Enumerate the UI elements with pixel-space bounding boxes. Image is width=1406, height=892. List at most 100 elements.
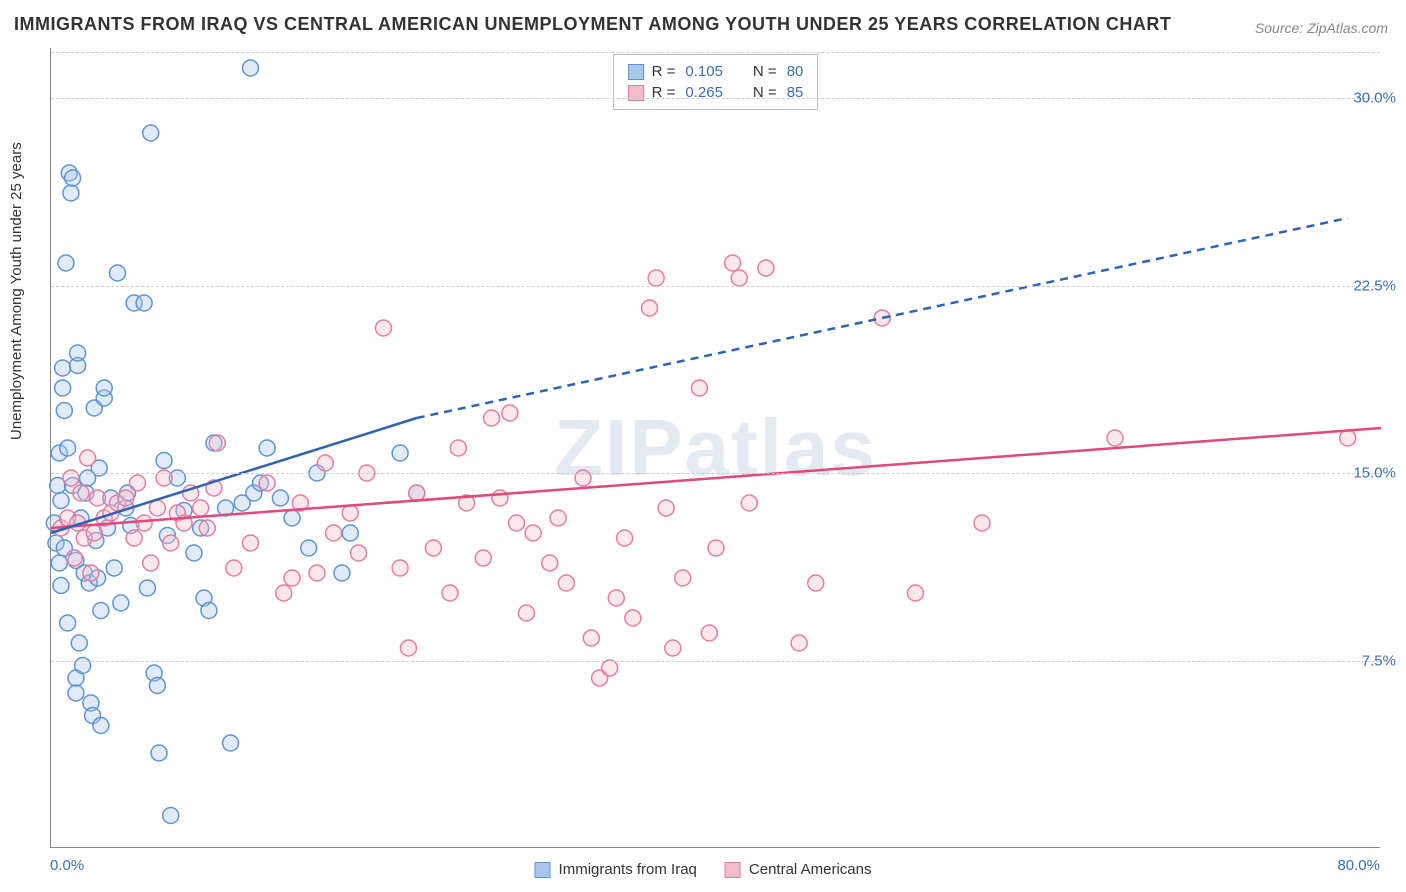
data-point [301, 540, 317, 556]
data-point [68, 685, 84, 701]
data-point [509, 515, 525, 531]
data-point [309, 565, 325, 581]
data-point [484, 410, 500, 426]
data-point [450, 440, 466, 456]
data-point [608, 590, 624, 606]
data-point [518, 605, 534, 621]
data-point [80, 450, 96, 466]
legend-correlation: R = 0.105 N = 80 R = 0.265 N = 85 [613, 54, 819, 110]
data-point [1340, 430, 1356, 446]
data-point [149, 678, 165, 694]
scatter-plot [51, 48, 1380, 847]
data-point [442, 585, 458, 601]
r-value-iraq: 0.105 [685, 63, 723, 80]
data-point [113, 595, 129, 611]
data-point [284, 510, 300, 526]
data-point [126, 530, 142, 546]
data-point [284, 570, 300, 586]
legend-label-central: Central Americans [749, 861, 872, 878]
data-point [808, 575, 824, 591]
y-axis-label: Unemployment Among Youth under 25 years [8, 142, 25, 440]
data-point [143, 555, 159, 571]
data-point [392, 445, 408, 461]
gridline [51, 98, 1380, 99]
data-point [791, 635, 807, 651]
source-label: Source: ZipAtlas.com [1255, 20, 1388, 36]
y-tick-label: 22.5% [1353, 277, 1396, 294]
data-point [71, 635, 87, 651]
data-point [139, 580, 155, 596]
data-point [392, 560, 408, 576]
data-point [617, 530, 633, 546]
data-point [110, 265, 126, 281]
data-point [701, 625, 717, 641]
data-point [209, 435, 225, 451]
data-point [136, 515, 152, 531]
data-point [276, 585, 292, 601]
data-point [741, 495, 757, 511]
data-point [272, 490, 288, 506]
y-tick-label: 30.0% [1353, 90, 1396, 107]
data-point [96, 380, 112, 396]
legend-row-iraq: R = 0.105 N = 80 [628, 61, 804, 82]
x-tick-max: 80.0% [1337, 857, 1380, 874]
data-point [558, 575, 574, 591]
data-point [731, 270, 747, 286]
data-point [55, 380, 71, 396]
trend-line [417, 218, 1348, 418]
data-point [691, 380, 707, 396]
data-point [70, 345, 86, 361]
data-point [317, 455, 333, 471]
data-point [259, 440, 275, 456]
legend-series: Immigrants from Iraq Central Americans [535, 861, 872, 878]
data-point [151, 745, 167, 761]
data-point [106, 560, 122, 576]
n-label: N = [753, 63, 777, 80]
data-point [223, 735, 239, 751]
data-point [56, 403, 72, 419]
gridline [51, 473, 1380, 474]
legend-item-iraq: Immigrants from Iraq [535, 861, 697, 878]
r-label: R = [652, 63, 676, 80]
data-point [400, 640, 416, 656]
data-point [326, 525, 342, 541]
data-point [186, 545, 202, 561]
data-point [525, 525, 541, 541]
data-point [129, 475, 145, 491]
data-point [243, 60, 259, 76]
data-point [665, 640, 681, 656]
data-point [163, 535, 179, 551]
data-point [243, 535, 259, 551]
gridline [51, 52, 1380, 53]
chart-area: ZIPatlas R = 0.105 N = 80 R = 0.265 N = … [50, 48, 1380, 848]
data-point [542, 555, 558, 571]
data-point [583, 630, 599, 646]
legend-item-central: Central Americans [725, 861, 872, 878]
y-tick-label: 7.5% [1362, 652, 1396, 669]
data-point [376, 320, 392, 336]
data-point [60, 615, 76, 631]
data-point [625, 610, 641, 626]
data-point [86, 525, 102, 541]
data-point [409, 485, 425, 501]
data-point [51, 555, 67, 571]
data-point [58, 255, 74, 271]
data-point [658, 500, 674, 516]
swatch-central-icon [725, 862, 741, 878]
data-point [53, 578, 69, 594]
data-point [648, 270, 664, 286]
data-point [136, 295, 152, 311]
data-point [425, 540, 441, 556]
data-point [1107, 430, 1123, 446]
data-point [492, 490, 508, 506]
gridline [51, 286, 1380, 287]
data-point [156, 453, 172, 469]
n-value-iraq: 80 [787, 63, 804, 80]
data-point [758, 260, 774, 276]
legend-label-iraq: Immigrants from Iraq [559, 861, 697, 878]
data-point [63, 185, 79, 201]
data-point [93, 718, 109, 734]
data-point [974, 515, 990, 531]
data-point [226, 560, 242, 576]
chart-title: IMMIGRANTS FROM IRAQ VS CENTRAL AMERICAN… [14, 14, 1171, 35]
